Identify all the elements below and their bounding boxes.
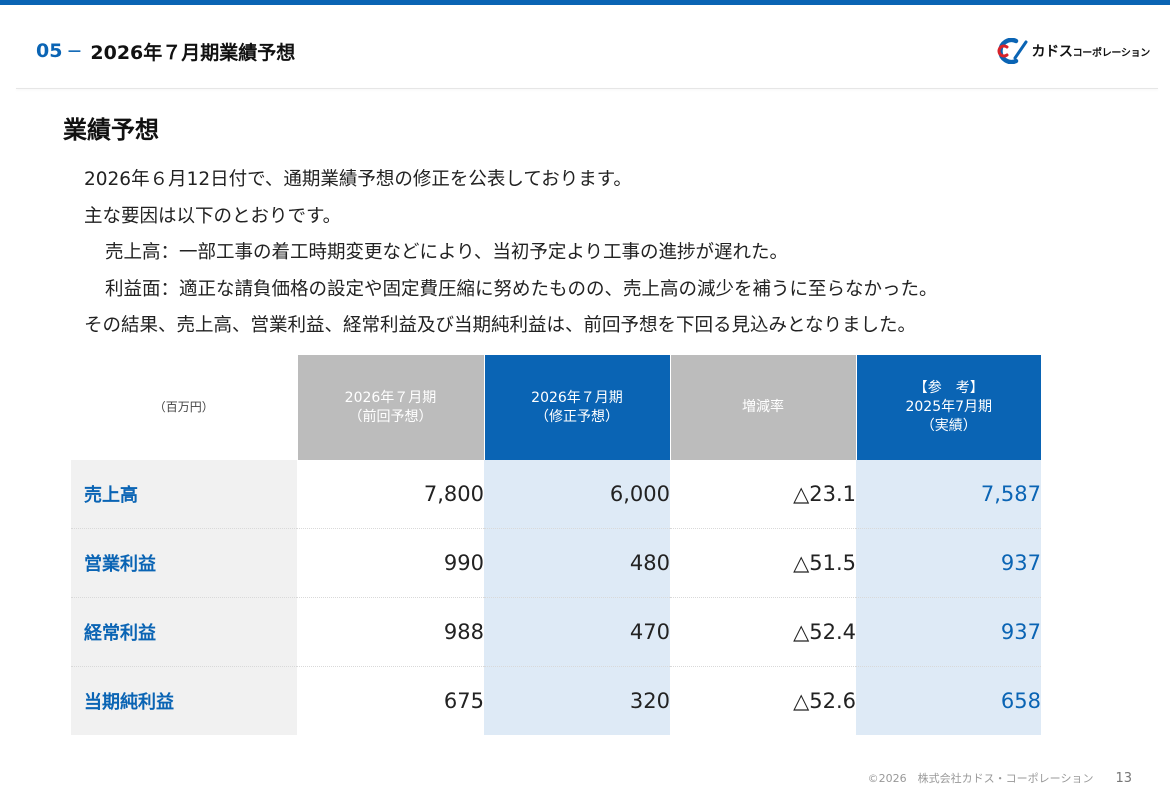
company-logo: カドスコーポレーション	[994, 38, 1150, 64]
section-title: 業績予想	[63, 116, 159, 144]
change-rate-value: △52.6	[670, 666, 856, 735]
header-divider	[16, 88, 1158, 89]
previous-value: 675	[297, 666, 484, 735]
unit-label: （百万円）	[71, 355, 297, 460]
header-line: 2026年７月期	[531, 389, 623, 406]
logo-mark-icon	[998, 38, 1028, 64]
paragraph-line: 2026年６月12日付で、通期業績予想の修正を公表しております。	[84, 169, 632, 190]
header-previous-forecast: 2026年７月期 （前回予想）	[296, 355, 484, 460]
logo-text-sub: コーポレーション	[1072, 48, 1151, 59]
table-row: 営業利益 990 480 △51.5 937	[71, 528, 1041, 598]
header-line: （修正予想）	[535, 408, 619, 425]
revised-value: 6,000	[484, 460, 670, 529]
revised-value: 470	[484, 597, 670, 667]
forecast-table: （百万円） 2026年７月期 （前回予想） 2026年７月期 （修正予想） 増減…	[71, 355, 1041, 735]
header-dash: −	[66, 40, 83, 62]
page-number: 13	[1115, 770, 1132, 786]
table-row: 売上高 7,800 6,000 △23.1 7,587	[71, 460, 1041, 529]
row-label: 経常利益	[71, 597, 297, 667]
change-rate-value: △23.1	[670, 460, 856, 529]
header-line: 2026年７月期	[344, 389, 437, 406]
row-label: 当期純利益	[71, 666, 297, 735]
header-line: 2025年7月期	[905, 399, 993, 415]
paragraph-line: その結果、売上高、営業利益、経常利益及び当期純利益は、前回予想を下回る見込みとな…	[84, 315, 916, 336]
paragraph-line: 利益面：適正な請負価格の設定や固定費圧縮に努めたものの、売上高の減少を補うに至ら…	[105, 278, 938, 300]
explanation-text: 2026年６月12日付で、通期業績予想の修正を公表しております。 主な要因は以下…	[84, 162, 938, 345]
header-line: 増減率	[742, 399, 784, 415]
logo-text-main: カドス	[1031, 44, 1073, 60]
previous-value: 990	[297, 528, 484, 598]
unit-text: （百万円）	[153, 400, 214, 414]
reference-value: 937	[856, 528, 1041, 598]
header-line: 【参 考】	[913, 380, 984, 396]
reference-value: 658	[856, 666, 1041, 735]
header-line: （実績）	[920, 418, 977, 434]
row-label: 営業利益	[71, 528, 297, 598]
reference-value: 7,587	[856, 460, 1041, 529]
header-line: （前回予想）	[348, 408, 433, 425]
top-accent-bar	[0, 0, 1170, 5]
header-change-rate: 増減率	[669, 355, 856, 460]
revised-value: 480	[484, 528, 670, 598]
slide-title: 2026年７月期業績予想	[90, 41, 296, 64]
change-rate-value: △52.4	[670, 597, 856, 667]
change-rate-value: △51.5	[670, 528, 856, 598]
paragraph-line: 主な要因は以下のとおりです。	[84, 205, 342, 227]
revised-value: 320	[484, 666, 670, 735]
reference-value: 937	[856, 597, 1041, 667]
section-number: 05	[36, 40, 63, 62]
slide-header: 05 − 2026年７月期業績予想	[36, 36, 295, 66]
table-row: 経常利益 988 470 △52.4 937	[71, 597, 1041, 667]
header-reference-actual: 【参 考】 2025年7月期 （実績）	[855, 355, 1041, 460]
slide-footer: ©2026 株式会社カドス・コーポレーション 13	[868, 770, 1132, 786]
row-label: 売上高	[71, 460, 297, 529]
previous-value: 988	[297, 597, 484, 667]
copyright-text: ©2026 株式会社カドス・コーポレーション	[867, 772, 1094, 785]
table-header-row: （百万円） 2026年７月期 （前回予想） 2026年７月期 （修正予想） 増減…	[71, 355, 1041, 460]
table-row: 当期純利益 675 320 △52.6 658	[71, 666, 1041, 735]
paragraph-line: 売上高：一部工事の着工時期変更などにより、当初予定より工事の進捗が遅れた。	[105, 242, 789, 263]
header-revised-forecast: 2026年７月期 （修正予想）	[483, 355, 670, 460]
previous-value: 7,800	[297, 460, 484, 529]
logo-text: カドスコーポレーション	[1031, 41, 1150, 61]
